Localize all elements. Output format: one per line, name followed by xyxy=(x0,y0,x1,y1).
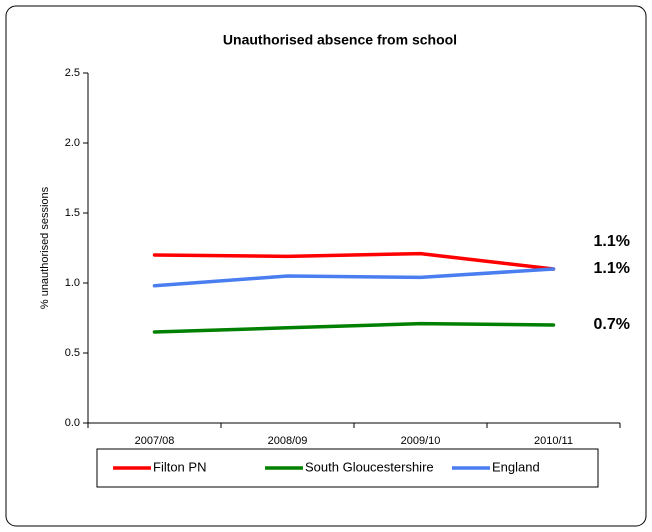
series-line xyxy=(152,267,556,288)
legend-label: England xyxy=(492,459,540,474)
x-tick-label: 2009/10 xyxy=(401,435,441,447)
legend-box xyxy=(96,448,599,488)
series-line xyxy=(152,321,556,334)
y-tick-label: 0.5 xyxy=(65,347,80,359)
value-label: 0.7% xyxy=(594,316,630,333)
y-tick-label: 1.5 xyxy=(65,207,80,219)
y-tick-label: 2.5 xyxy=(65,67,80,79)
chart-title: Unauthorised absence from school xyxy=(223,32,457,48)
legend-label: South Gloucestershire xyxy=(305,459,434,474)
x-tick-label: 2010/11 xyxy=(534,435,573,447)
y-tick-label: 0.0 xyxy=(65,417,80,429)
x-tick-label: 2007/08 xyxy=(135,435,175,447)
x-tick-label: 2008/09 xyxy=(268,435,308,447)
chart-frame xyxy=(5,5,647,527)
legend-label: Filton PN xyxy=(153,459,206,474)
y-axis-title: % unauthorised sessions xyxy=(39,186,51,309)
series-line xyxy=(152,251,556,271)
y-tick-label: 2.0 xyxy=(65,137,80,149)
value-label: 1.1% xyxy=(594,233,630,250)
value-label: 1.1% xyxy=(594,260,630,277)
y-tick-label: 1.0 xyxy=(65,277,80,289)
